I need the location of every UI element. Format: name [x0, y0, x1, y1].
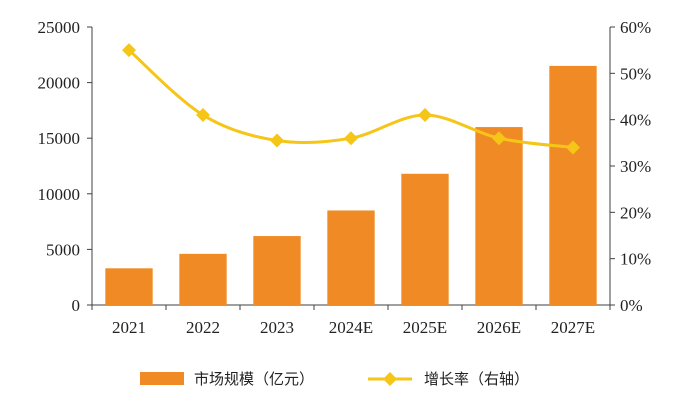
right-tick-label: 10% [620, 250, 651, 269]
bar-2026E [475, 127, 523, 305]
legend-line-marker [383, 372, 397, 386]
growth-marker-2025E [418, 108, 432, 123]
growth-marker-2023 [270, 133, 284, 148]
left-tick-label: 10000 [38, 185, 81, 204]
right-tick-label: 30% [620, 157, 651, 176]
bar-2025E [401, 173, 449, 305]
legend-line-label: 增长率（右轴） [424, 370, 529, 388]
right-tick-label: 40% [620, 111, 651, 130]
x-tick-label: 2021 [112, 318, 146, 337]
right-tick-label: 0% [620, 296, 643, 315]
growth-marker-2021 [122, 43, 136, 58]
left-tick-label: 0 [72, 296, 81, 315]
bar-2022 [179, 253, 227, 305]
legend: 市场规模（亿元） 增长率（右轴） [140, 370, 529, 388]
left-tick-label: 20000 [38, 74, 81, 93]
bar-2023 [253, 236, 301, 305]
right-tick-label: 60% [620, 18, 651, 37]
bar-2021 [105, 268, 153, 305]
bar-2027E [549, 65, 597, 305]
growth-marker-2026E [492, 131, 506, 146]
bar-2024E [327, 210, 375, 305]
x-tick-label: 2023 [260, 318, 294, 337]
right-tick-label: 50% [620, 64, 651, 83]
x-tick-label: 2027E [551, 318, 595, 337]
growth-marker-2024E [344, 131, 358, 146]
left-tick-label: 15000 [38, 129, 81, 148]
growth-marker-2022 [196, 108, 210, 123]
legend-bar-swatch [140, 372, 184, 385]
legend-bar-label: 市场规模（亿元） [194, 370, 314, 388]
left-tick-label: 25000 [38, 18, 81, 37]
growth-marker-2027E [566, 140, 580, 155]
bar-series [105, 65, 597, 305]
x-axis-labels: 2021 2022 2023 2024E 2025E 2026E 2027E [91, 305, 611, 337]
left-axis-ticks: 0 5000 10000 15000 20000 25000 [38, 18, 92, 315]
x-tick-label: 2026E [477, 318, 521, 337]
left-tick-label: 5000 [46, 240, 80, 259]
x-tick-label: 2024E [329, 318, 373, 337]
right-axis-ticks: 0% 10% 20% 30% 40% 50% 60% [610, 18, 651, 315]
right-tick-label: 20% [620, 203, 651, 222]
x-tick-label: 2025E [403, 318, 447, 337]
line-series [122, 43, 580, 155]
x-tick-label: 2022 [186, 318, 220, 337]
